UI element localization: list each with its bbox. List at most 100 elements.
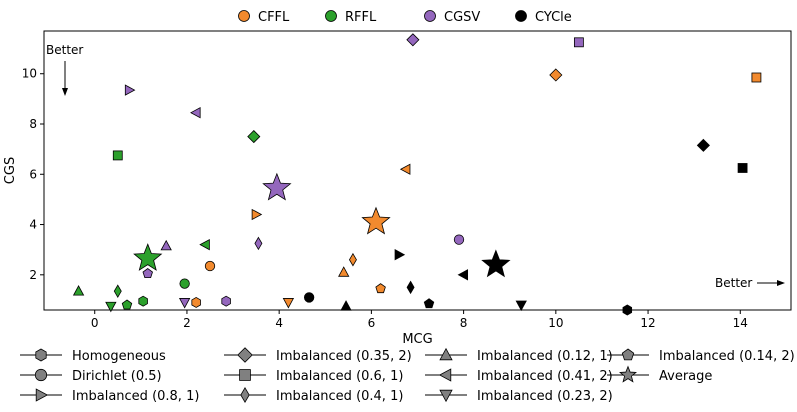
x-tick-label: 14 [733,316,748,330]
legend-entry-average: Average [607,365,712,384]
x-tick-label: 0 [91,316,99,330]
y-tick-label: 6 [29,167,37,181]
better-arrowhead-down-icon [62,88,68,96]
legend-label: Imbalanced (0.12, 1) [477,349,613,364]
point-cffl-diamond [549,68,563,82]
legend-marker-star [619,365,637,383]
y-axis-title: CGS [3,157,18,184]
legend-entry-cycle: CYCle [515,10,572,25]
point-cgsv-pentagon [142,268,153,279]
legend-label: Imbalanced (0.14, 2) [659,349,795,364]
point-rffl-pentagon [121,299,133,310]
legend-marker-triangle-down [439,389,453,403]
legend-label-rffl: RFFL [345,10,377,25]
point-cgsv-hexagon [221,295,231,307]
y-tick-label: 8 [29,117,37,131]
point-cgsv-thin-diamond [254,236,263,251]
x-tick-label: 8 [460,316,468,330]
point-cgsv-circle [453,234,465,245]
better-arrowhead-right-icon [777,280,785,286]
point-cffl-circle [204,260,216,272]
point-cffl-triangle-left [399,163,411,175]
legend-entry-imbalanced-0-35-2: Imbalanced (0.35, 2) [224,347,412,364]
point-cffl-triangle-up [338,266,350,277]
legend-entry-dirichlet-0-5: Dirichlet (0.5) [20,368,162,384]
y-tick-label: 2 [29,268,37,282]
y-tick-label: 10 [22,67,37,81]
legend-label-cgsv: CGSV [444,10,480,25]
legend-label: Imbalanced (0.41, 2) [477,369,613,384]
legend-marker-hexagon [35,348,47,362]
x-tick-label: 10 [548,316,563,330]
plot-area: Better Better [43,30,792,316]
legend-entry-cffl: CFFL [238,10,290,25]
point-cgsv-triangle-up [160,239,172,251]
legend-label: Average [659,369,712,384]
legend-marker-triangle-left [438,368,452,382]
point-cgsv-triangle-right [124,84,136,96]
x-tick-label: 2 [183,316,191,330]
legend-label: Imbalanced (0.23, 2) [477,389,613,404]
point-cffl-average-star [361,206,391,235]
point-cffl-pentagon [375,283,386,294]
point-rffl-diamond [247,130,261,144]
point-cycle-circle [303,292,315,303]
point-cycle-triangle-left [457,269,469,281]
point-cffl-triangle-right [251,208,263,221]
point-cycle-pentagon [423,298,435,309]
legend-marker-square [239,369,251,381]
x-axis-title: MCG [402,332,432,347]
point-rffl-circle [179,278,190,289]
legend-swatch-cycle [515,10,527,22]
legend-marker-triangle-right [35,388,49,402]
legend-entry-imbalanced-0-4-1: Imbalanced (0.4, 1) [224,387,403,404]
x-tick-label: 6 [368,316,376,330]
point-cgsv-triangle-down [178,298,191,309]
legend-label: Imbalanced (0.35, 2) [276,349,412,364]
point-cycle-square [737,163,748,173]
better-annotation-top: Better [46,43,83,57]
point-rffl-thin-diamond [113,284,122,298]
x-tick-label: 12 [640,316,655,330]
plot-frame [43,30,792,311]
point-rffl-triangle-up [72,285,85,296]
legend-entry-rffl: RFFL [325,10,377,25]
point-cgsv-square [573,37,584,48]
better-annotation-bottom: Better [715,276,752,290]
annotations: Better Better [46,43,785,290]
point-cycle-hexagon [622,304,633,316]
point-cycle-triangle-right [394,249,406,261]
point-cffl-square [751,72,762,83]
point-cgsv-average-star [262,172,292,201]
point-cffl-thin-diamond [348,252,357,267]
legend-label: Imbalanced (0.4, 1) [276,389,403,404]
point-cycle-average-star [481,249,511,278]
point-cycle-triangle-down [515,300,527,312]
legend-entry-imbalanced-0-23-2: Imbalanced (0.23, 2) [425,389,613,404]
legend-swatch-cgsv [424,10,436,22]
legend-entry-imbalanced-0-8-1: Imbalanced (0.8, 1) [20,388,199,404]
legend-marker-thin-diamond [240,387,250,403]
legend-label: Imbalanced (0.6, 1) [276,369,403,384]
legend-label: Imbalanced (0.8, 1) [72,389,199,404]
point-rffl-triangle-down [105,301,117,313]
legend-entry-imbalanced-0-14-2: Imbalanced (0.14, 2) [607,348,795,364]
x-tick-label: 4 [275,316,283,330]
legend-entry-imbalanced-0-6-1: Imbalanced (0.6, 1) [224,369,403,384]
legend-label-cffl: CFFL [258,10,290,25]
point-rffl-square [112,150,123,161]
legend-entry-imbalanced-0-41-2: Imbalanced (0.41, 2) [425,368,613,384]
legend-label: Homogeneous [72,349,166,364]
point-rffl-triangle-left [199,238,210,251]
legend-marker-triangle-up [439,347,453,361]
point-rffl-average-star [133,243,163,271]
point-cgsv-diamond [406,33,420,47]
point-cffl-hexagon [191,296,201,308]
legend-label-cycle: CYCle [535,10,572,25]
data-points [72,33,762,316]
setting-legend: Homogeneous Imbalanced (0.35, 2) Imbalance… [20,347,795,404]
y-axis: 2 4 6 8 10 [22,67,44,282]
legend-entry-imbalanced-0-12-1: Imbalanced (0.12, 1) [425,347,613,364]
point-cffl-triangle-down [282,298,295,309]
